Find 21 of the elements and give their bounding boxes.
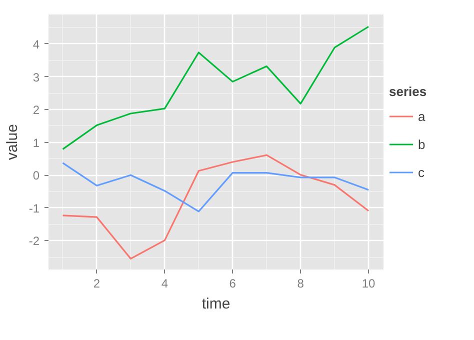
legend-label: a	[418, 108, 426, 124]
line-series	[62, 26, 370, 150]
x-axis-title: time	[202, 296, 230, 312]
y-tick-label: -1	[28, 201, 40, 216]
line-series	[62, 162, 370, 212]
line-series	[62, 154, 370, 260]
y-tick-label: 1	[32, 136, 40, 150]
legend-label: c	[418, 164, 426, 180]
x-tick-label: 6	[229, 276, 236, 290]
x-tick-label: 10	[362, 276, 376, 290]
y-axis-title: value	[4, 124, 21, 160]
legend-title: series	[389, 84, 428, 99]
x-tick-label: 2	[93, 276, 100, 290]
y-tick-label: 3	[32, 70, 40, 84]
x-tick-label: 4	[161, 276, 168, 290]
x-tick-label: 8	[297, 276, 304, 290]
legend-label: b	[418, 136, 426, 152]
y-tick-label: 4	[32, 38, 40, 52]
y-tick-label: -2	[28, 234, 40, 248]
y-tick-label: 2	[32, 103, 40, 118]
y-tick-label: 0	[32, 168, 40, 183]
